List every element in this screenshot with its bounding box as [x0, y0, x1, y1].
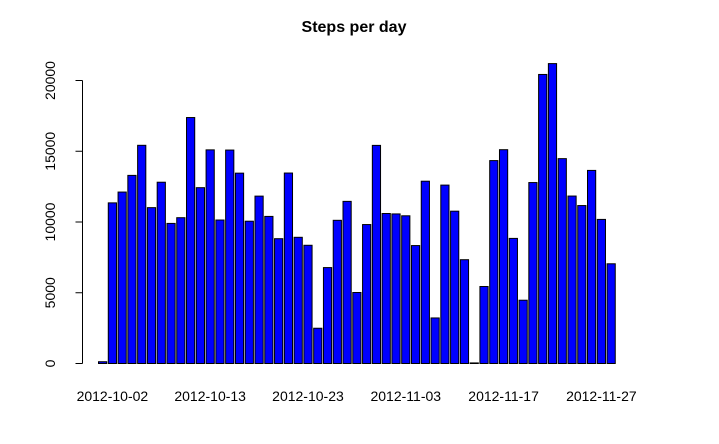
chart-title: Steps per day: [302, 19, 407, 36]
y-tick-label-3: 15000: [42, 132, 58, 171]
bar-24: [332, 219, 342, 364]
bar-47: [557, 158, 567, 364]
bar-8: [176, 217, 186, 364]
bar-30: [391, 213, 401, 364]
bar-42: [508, 237, 518, 364]
y-axis: 0 5000 10000 15000 20000: [42, 61, 83, 367]
y-tick-label-2: 10000: [42, 202, 58, 241]
bar-35: [440, 184, 450, 364]
bar-37: [459, 259, 470, 365]
bar-14: [234, 172, 245, 364]
bar-25: [342, 200, 352, 364]
bar-29: [381, 213, 391, 364]
bar-50: [587, 169, 597, 364]
bar-40: [489, 160, 499, 364]
bar-38: [469, 362, 479, 365]
bar-31: [401, 215, 411, 364]
bar-46: [547, 63, 558, 364]
bar-6: [156, 181, 166, 364]
bar-45: [538, 73, 548, 365]
x-tick-label-3: 2012-11-03: [370, 388, 441, 404]
bars-group: [98, 63, 616, 365]
x-tick-label-4: 2012-11-17: [468, 388, 539, 404]
bar-4: [137, 144, 147, 364]
y-tick-label-4: 20000: [42, 61, 58, 100]
bar-34: [430, 317, 440, 365]
bar-23: [322, 267, 333, 364]
bar-3: [127, 174, 137, 364]
bar-11: [205, 149, 215, 364]
bar-15: [244, 220, 254, 364]
bar-28: [371, 144, 382, 364]
bar-5: [146, 207, 157, 364]
bar-21: [303, 244, 313, 364]
bar-36: [450, 210, 460, 364]
bar-43: [518, 299, 528, 364]
bar-12: [215, 219, 225, 364]
bar-0: [98, 361, 108, 365]
bar-9: [186, 117, 196, 365]
bar-44: [528, 182, 538, 364]
y-tick-label-1: 5000: [42, 277, 58, 308]
bar-17: [264, 215, 274, 364]
x-tick-label-0: 2012-10-02: [77, 388, 149, 404]
bar-27: [362, 224, 372, 364]
y-tick-label-0: 0: [42, 359, 58, 367]
bar-33: [420, 180, 430, 364]
bar-52: [606, 263, 616, 364]
bar-20: [293, 236, 303, 364]
bar-22: [313, 327, 323, 364]
bar-32: [410, 245, 421, 365]
bar-51: [596, 218, 606, 364]
bar-10: [195, 187, 206, 364]
bar-39: [479, 286, 489, 365]
bar-26: [352, 292, 362, 364]
bar-7: [166, 222, 176, 364]
bar-2: [117, 191, 127, 364]
bar-19: [283, 172, 294, 364]
x-tick-label-1: 2012-10-13: [174, 388, 246, 404]
bar-1: [107, 202, 117, 364]
x-tick-label-2: 2012-10-23: [272, 388, 344, 404]
x-tick-label-5: 2012-11-27: [566, 388, 637, 404]
bar-16: [254, 195, 264, 364]
bar-48: [567, 195, 577, 364]
x-axis: 2012-10-02 2012-10-13 2012-10-23 2012-11-03…: [77, 388, 637, 404]
bar-18: [274, 238, 284, 364]
bar-13: [225, 149, 235, 364]
bar-49: [577, 205, 587, 364]
bar-41: [498, 149, 509, 364]
